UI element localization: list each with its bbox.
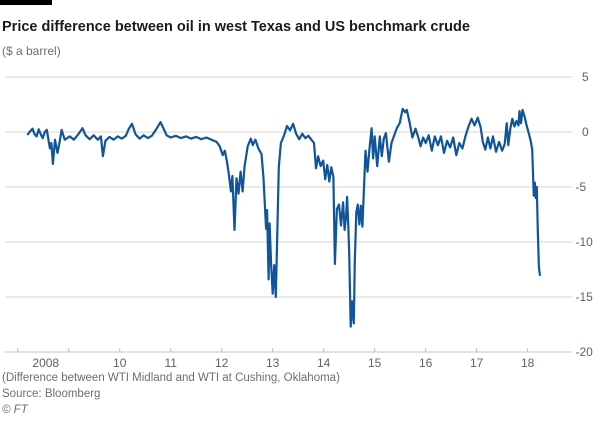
- spread-series-line: [26, 107, 542, 328]
- ft-top-rule: [0, 0, 52, 5]
- x-axis-tick-label: 16: [419, 356, 433, 370]
- y-axis-tick-label: -15: [576, 290, 594, 304]
- chart-source: Source: Bloomberg: [2, 388, 101, 400]
- x-axis-tick-label: 12: [215, 356, 229, 370]
- chart-footnote: (Difference between WTI Midland and WTI …: [2, 372, 340, 384]
- y-axis-tick-label: 5: [582, 70, 589, 84]
- y-axis-tick-label: 0: [582, 125, 589, 139]
- x-axis-tick-label: 18: [521, 356, 535, 370]
- x-axis-tick-label: 14: [317, 356, 331, 370]
- chart-subtitle: ($ a barrel): [2, 44, 61, 58]
- y-axis-tick-label: -10: [576, 235, 594, 249]
- y-axis-tick-label: -5: [576, 180, 587, 194]
- x-axis-tick-label: 13: [266, 356, 280, 370]
- x-axis-tick-label: 15: [368, 356, 382, 370]
- x-axis-tick-label: 2008: [32, 356, 59, 370]
- y-axis-tick-label: -20: [576, 345, 594, 359]
- x-axis-tick-label: 11: [164, 356, 177, 370]
- ft-copyright: © FT: [2, 404, 28, 416]
- x-axis-tick-label: 17: [470, 356, 484, 370]
- chart-title: Price difference between oil in west Tex…: [2, 19, 470, 35]
- x-axis-tick-label: 10: [113, 356, 127, 370]
